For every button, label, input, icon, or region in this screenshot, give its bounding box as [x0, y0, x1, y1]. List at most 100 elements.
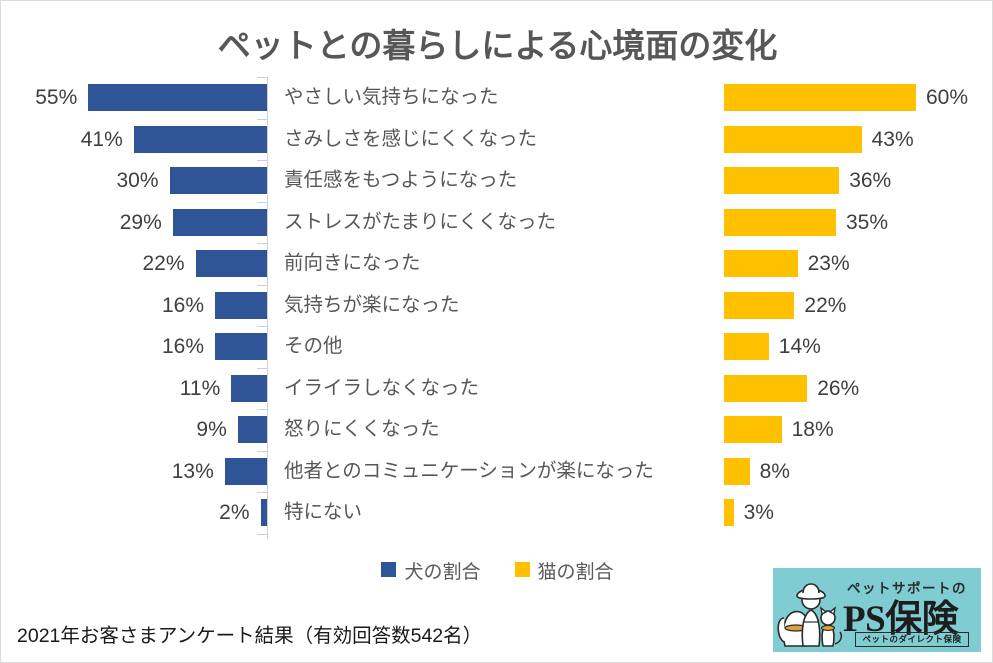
axis-tick — [257, 160, 268, 162]
chart-row: 13% 他者とのコミュニケーションが楽になった 8% — [1, 451, 992, 493]
category-label: 責任感をもつようになった — [284, 169, 518, 191]
pet-family-illustration — [777, 583, 843, 647]
dog-bar-cell: 22% — [1, 243, 268, 285]
cat-bar-cell: 43% — [724, 119, 992, 161]
cat-bar-cell: 8% — [724, 451, 992, 493]
cat-bar — [724, 84, 916, 111]
dog-bar — [215, 291, 267, 319]
axis-tick — [257, 492, 268, 494]
cat-bar — [724, 416, 782, 443]
dog-value-label: 16% — [161, 335, 204, 358]
dog-value-label: 55% — [35, 86, 78, 109]
cat-bar-cell: 36% — [724, 160, 992, 202]
cat-bar — [724, 291, 795, 319]
dog-bar-cell: 16% — [1, 285, 268, 327]
cat-value-label: 36% — [849, 169, 892, 192]
chart-row: 9% 怒りにくくなった 18% — [1, 409, 992, 451]
cat-bar-cell: 60% — [724, 77, 992, 119]
cat-value-label: 26% — [817, 376, 860, 400]
cat-bar — [724, 167, 840, 194]
center-axis-spine — [267, 77, 269, 539]
cat-bar-cell: 35% — [724, 202, 992, 244]
dog-value-label: 11% — [179, 376, 221, 400]
dog-bar — [169, 167, 267, 194]
category-label: 気持ちが楽になった — [284, 293, 460, 316]
axis-tick — [257, 367, 268, 369]
chart-row: 30% 責任感をもつようになった 36% — [1, 160, 992, 202]
cat-bar-cell: 18% — [724, 409, 992, 451]
chart-row: 22% 前向きになった 23% — [1, 243, 992, 285]
dog-bar-cell: 13% — [1, 451, 268, 493]
cat-value-label: 14% — [778, 335, 821, 358]
dog-value-label: 29% — [119, 210, 162, 234]
plot-area: 55% やさしい気持ちになった 60% 41% さみしさを感じにくくなった 43% 30% 責… — [1, 77, 992, 545]
chart-row: 16% その他 14% — [1, 326, 992, 368]
axis-tick — [257, 243, 268, 245]
dog-bar — [231, 374, 267, 402]
dog-bar — [260, 499, 267, 526]
dog-value-label: 2% — [219, 501, 250, 524]
axis-tick — [257, 409, 268, 411]
dog-bar-cell: 9% — [1, 409, 268, 451]
dog-bar — [195, 250, 267, 277]
cat-value-label: 23% — [807, 252, 850, 275]
cat-bar — [724, 499, 734, 526]
chart-row: 2% 特にない 3% — [1, 492, 992, 534]
axis-tick — [257, 118, 268, 120]
category-label: さみしさを感じにくくなった — [284, 127, 538, 150]
cat-value-label: 43% — [871, 127, 914, 151]
dog-bar-cell: 2% — [1, 492, 268, 534]
cat-bar — [724, 333, 769, 360]
page-title: ペットとの暮らしによる心境面の変化 — [217, 27, 778, 64]
dog-value-label: 22% — [142, 252, 185, 275]
category-label: 他者とのコミュニケーションが楽になった — [284, 459, 654, 482]
axis-tick — [257, 77, 268, 79]
dog-bar — [237, 416, 267, 443]
category-label: イライラしなくなった — [284, 376, 480, 399]
cat-bar — [724, 457, 750, 485]
axis-tick — [257, 533, 268, 535]
footnote: 2021年お客さまアンケート結果（有効回答数542名） — [17, 625, 483, 647]
cat-bar-cell: 22% — [724, 285, 992, 327]
category-label: 前向きになった — [284, 252, 421, 274]
dog-value-label: 9% — [196, 418, 227, 441]
chart-row: 55% やさしい気持ちになった 60% — [1, 77, 992, 119]
chart-row: 11% イライラしなくなった 26% — [1, 368, 992, 410]
dog-bar-cell: 11% — [1, 368, 268, 410]
category-label: やさしい気持ちになった — [284, 86, 499, 108]
category-label: 特にない — [284, 501, 363, 523]
legend-label: 犬の割合 — [404, 562, 481, 583]
cat-bar-cell: 26% — [724, 368, 992, 410]
dog-bar-cell: 29% — [1, 202, 268, 244]
cat-bar-cell: 23% — [724, 243, 992, 285]
dog-bar-cell: 41% — [1, 119, 268, 161]
axis-tick — [257, 326, 268, 328]
cat-value-label: 18% — [791, 418, 834, 441]
chart-row: 29% ストレスがたまりにくくなった 35% — [1, 202, 992, 244]
cat-value-label: 8% — [759, 459, 790, 483]
dog-bar — [215, 333, 267, 360]
dog-bar-cell: 16% — [1, 326, 268, 368]
dog-bar — [224, 457, 267, 485]
category-label: ストレスがたまりにくくなった — [284, 210, 557, 233]
cat-bar-cell: 14% — [724, 326, 992, 368]
cat-bar — [724, 250, 798, 277]
axis-tick — [257, 201, 268, 203]
brand-logo: ペットサポートの PS保険 ペットのダイレクト保険 — [773, 568, 981, 652]
legend-swatch-cat-icon — [514, 561, 530, 577]
axis-tick — [257, 284, 268, 286]
dog-bar-cell: 55% — [1, 77, 268, 119]
logo-wordmark: PS保険 — [843, 599, 959, 640]
dog-bar — [133, 125, 267, 153]
category-label: 怒りにくくなった — [284, 418, 440, 440]
legend-label: 猫の割合 — [537, 562, 614, 583]
legend-item[interactable]: 犬の割合 — [381, 557, 481, 584]
dog-value-label: 16% — [161, 293, 204, 317]
dog-bar — [88, 84, 267, 111]
cat-value-label: 35% — [846, 210, 889, 234]
dog-bar — [172, 208, 267, 236]
logo-subtitle: ペットサポートの — [847, 581, 967, 596]
legend-item[interactable]: 猫の割合 — [514, 557, 614, 584]
category-label: その他 — [284, 335, 343, 357]
